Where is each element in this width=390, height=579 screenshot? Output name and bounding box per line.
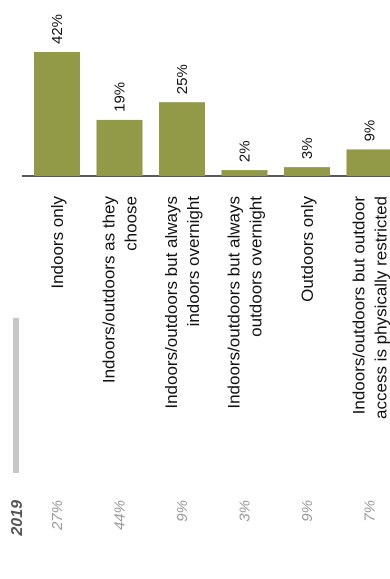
value-label-5: 9% [362, 120, 379, 142]
category-label-5-line-0: Indoors/outdoors but outdoor [350, 196, 369, 415]
comparison-value-5: 7% [362, 500, 379, 522]
value-label-0: 42% [49, 14, 66, 44]
value-label-4: 3% [299, 137, 316, 159]
category-label-5-line-1: access is physically restricted [372, 196, 390, 419]
bar-4 [284, 167, 330, 176]
comparison-value-0: 27% [49, 500, 66, 531]
value-label-3: 2% [237, 140, 254, 162]
bars-group [34, 52, 390, 176]
category-labels-group: Indoors only Indoors/outdoors as they choo… [48, 196, 390, 419]
value-labels-group: 42% 19% 25% 2% 3% 9% [49, 14, 379, 162]
category-label-4-line-0: Outdoors only [298, 196, 317, 302]
value-label-1: 19% [112, 82, 129, 112]
category-label-1-line-0: Indoors/outdoors as they [100, 196, 119, 384]
bar-3 [221, 170, 268, 176]
bar-5 [346, 149, 390, 176]
bar-2 [159, 102, 205, 176]
comparison-legend-swatch [13, 318, 19, 473]
category-label-0-line-0: Indoors only [48, 196, 67, 289]
bar-0 [34, 52, 80, 176]
comparison-values-group: 27% 44% 9% 3% 9% 7% [49, 500, 379, 531]
category-label-3-line-1: outdoors overnight [247, 196, 266, 337]
comparison-value-4: 9% [299, 500, 316, 522]
category-label-3-line-0: Indoors/outdoors but always [225, 196, 244, 409]
comparison-value-2: 9% [174, 500, 191, 522]
bar-1 [96, 119, 143, 176]
comparison-year-label: 2019 [9, 500, 26, 537]
category-label-2-line-1: indoors overnight [184, 196, 203, 327]
comparison-value-1: 44% [112, 500, 129, 530]
category-label-1-line-1: choose [122, 196, 141, 251]
comparison-value-3: 3% [237, 500, 254, 522]
category-label-2-line-0: Indoors/outdoors but always [162, 196, 181, 409]
value-label-2: 25% [174, 64, 191, 94]
